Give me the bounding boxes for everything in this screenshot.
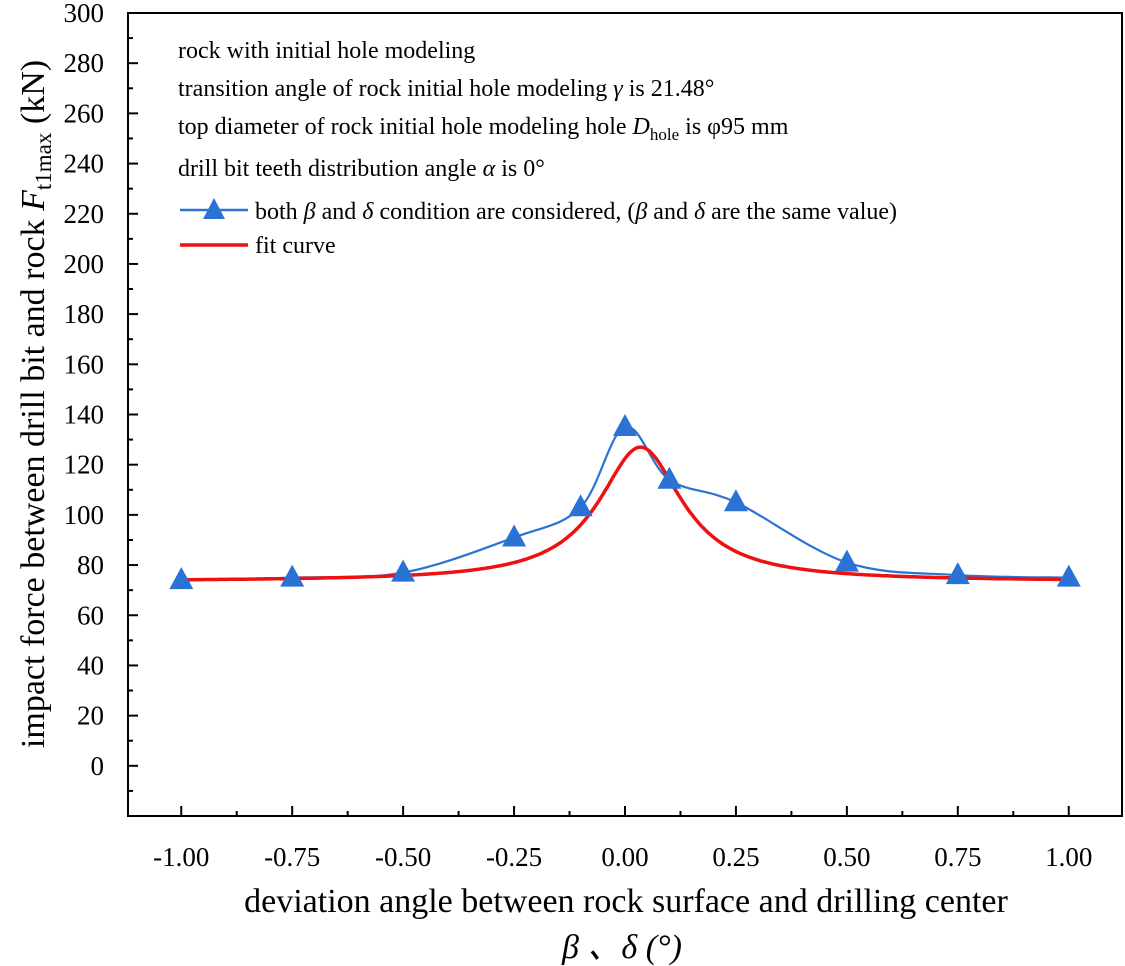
data-point-triangle	[657, 466, 682, 489]
data-point-triangle	[834, 549, 859, 572]
y-tick-label: 120	[64, 450, 105, 480]
fit-curve-line	[181, 445, 1069, 582]
data-point-triangle	[391, 559, 416, 582]
annotation-line-2: transition angle of rock initial hole mo…	[178, 76, 714, 102]
x-axis-ticks: -1.00 -0.75 -0.50 -0.25 0.00 0.25 0.50 0.75 1.00	[153, 806, 1092, 872]
x-axis-title: deviation angle between rock surface and…	[244, 883, 1008, 920]
y-tick-label: 180	[64, 299, 105, 329]
y-tick-label: 60	[77, 600, 104, 630]
annotation-line-3: top diameter of rock initial hole modeli…	[178, 114, 789, 144]
y-tick-label: 280	[64, 48, 105, 78]
annotation-block: rock with initial hole modeling transiti…	[178, 38, 789, 182]
y-tick-label: 100	[64, 500, 105, 530]
plot-area	[169, 414, 1081, 590]
x-tick-label: 0.50	[823, 842, 870, 872]
x-tick-label: 0.75	[934, 842, 981, 872]
measured-series-line	[181, 425, 1069, 582]
legend: both β and δ condition are considered, (…	[180, 198, 897, 259]
x-tick-label: -0.75	[264, 842, 320, 872]
legend-label-fit: fit curve	[255, 233, 336, 259]
data-point-triangle	[280, 564, 305, 587]
data-point-triangle	[945, 562, 970, 585]
y-tick-label: 160	[64, 349, 105, 379]
data-point-triangle	[169, 567, 194, 590]
legend-label-measured: both β and δ condition are considered, (…	[255, 199, 897, 225]
y-tick-label: 40	[77, 650, 104, 680]
legend-triangle-marker	[203, 198, 225, 219]
y-tick-label: 0	[91, 751, 105, 781]
y-tick-label: 20	[77, 701, 104, 731]
x-tick-label: 0.00	[601, 842, 648, 872]
y-axis-ticks: 0 20 40 60 80 100 120 140 160 180 200 220 240 260 280 3…	[64, 0, 138, 792]
data-point-triangle	[502, 524, 527, 547]
y-tick-label: 80	[77, 550, 104, 580]
x-tick-label: -1.00	[153, 842, 209, 872]
annotation-line-1: rock with initial hole modeling	[178, 38, 475, 64]
y-tick-label: 260	[64, 98, 105, 128]
annotation-line-4: drill bit teeth distribution angle α is …	[178, 156, 545, 182]
y-tick-label: 240	[64, 149, 105, 179]
x-tick-label: -0.25	[486, 842, 542, 872]
y-tick-label: 220	[64, 199, 105, 229]
x-axis-title-symbols: β 、δ (°)	[561, 929, 682, 966]
y-axis-title: impact force between drill bit and rock …	[15, 60, 56, 748]
data-point-triangle	[723, 489, 748, 512]
x-tick-label: -0.50	[375, 842, 431, 872]
data-point-triangle	[1056, 564, 1081, 587]
x-tick-label: 1.00	[1045, 842, 1092, 872]
data-point-triangle	[613, 414, 637, 436]
x-tick-label: 0.25	[712, 842, 759, 872]
y-tick-label: 140	[64, 400, 105, 430]
data-point-triangle	[568, 494, 593, 517]
y-tick-label: 200	[64, 249, 105, 279]
y-tick-label: 300	[64, 0, 105, 28]
